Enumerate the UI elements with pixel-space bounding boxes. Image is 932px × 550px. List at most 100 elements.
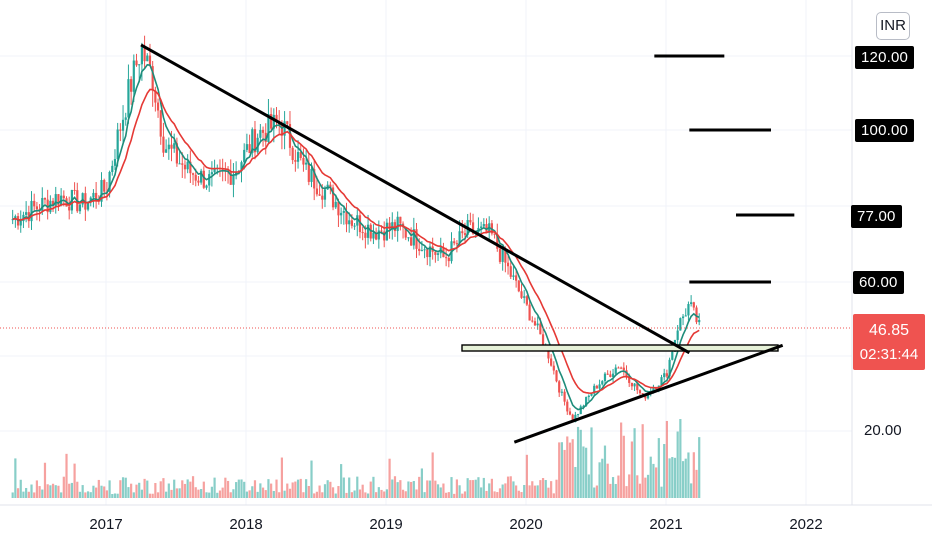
volume-bar — [663, 444, 666, 498]
candle-body — [493, 233, 496, 235]
volume-bar — [488, 483, 491, 498]
volume-bar — [111, 493, 114, 498]
volume-bar — [33, 492, 36, 498]
candle-body — [291, 147, 294, 161]
volume-bar — [78, 491, 82, 498]
volume-bar — [356, 476, 359, 498]
candle-body — [41, 197, 44, 211]
volume-bar — [232, 489, 235, 498]
candle-body — [200, 170, 203, 183]
volume-bar — [181, 480, 184, 498]
candle-body — [315, 188, 318, 195]
volume-bar — [439, 487, 442, 498]
volume-bar — [673, 457, 677, 498]
candle-body — [555, 370, 558, 382]
candle-body — [498, 248, 502, 262]
volume-bar — [515, 485, 518, 498]
candle-body — [19, 221, 22, 226]
price-tag-77: 77.00 — [851, 205, 902, 228]
volume-bar — [162, 478, 165, 498]
volume-bar — [318, 485, 321, 498]
candle-body — [633, 383, 636, 387]
price-tag-100: 100.00 — [855, 119, 915, 142]
volume-bar — [221, 487, 224, 498]
volume-bar — [676, 431, 679, 498]
volume-bar — [471, 480, 475, 498]
candle-body — [663, 373, 666, 378]
candle-body — [611, 373, 615, 377]
candle-body — [377, 230, 380, 240]
candle-body — [208, 174, 211, 186]
volume-bar — [148, 493, 152, 498]
candle-body — [469, 220, 472, 223]
volume-bar — [585, 447, 588, 498]
candle-body — [598, 384, 601, 389]
candle-body — [665, 373, 668, 377]
volume-bar — [159, 481, 162, 498]
candle-body — [130, 79, 133, 92]
candle-body — [404, 227, 407, 238]
volume-bar — [294, 481, 297, 498]
volume-bar — [463, 491, 467, 498]
volume-bar — [167, 483, 170, 498]
volume-bar — [100, 485, 103, 498]
candle-body — [119, 129, 122, 131]
volume-bar — [156, 492, 160, 498]
year-label-2022: 2022 — [789, 516, 823, 533]
year-label-2020: 2020 — [509, 516, 543, 533]
candle-body — [167, 144, 170, 150]
volume-bar — [388, 458, 391, 498]
volume-bar — [11, 492, 14, 498]
volume-bar — [611, 477, 615, 498]
candle-body — [601, 381, 604, 385]
volume-bar — [81, 485, 84, 498]
volume-bar — [89, 492, 92, 498]
candle-body — [520, 291, 523, 298]
candle-body — [350, 220, 353, 226]
volume-bar — [412, 481, 415, 498]
candle-body — [202, 170, 205, 188]
candle-body — [296, 152, 300, 162]
candle-body — [348, 220, 351, 225]
currency-badge[interactable]: INR — [876, 12, 910, 40]
candle-body — [692, 302, 695, 308]
volume-bar — [603, 445, 607, 498]
candle-body — [243, 149, 246, 163]
candle-body — [552, 365, 555, 371]
volume-bar — [103, 486, 106, 498]
volume-bar — [259, 483, 262, 498]
volume-bar — [550, 481, 553, 498]
volume-bar — [426, 480, 429, 498]
candle-body — [92, 192, 95, 198]
volume-bar — [671, 457, 674, 498]
last-price-badge: 46.85 02:31:44 — [853, 314, 925, 370]
volume-bar — [350, 492, 353, 498]
candle-body — [358, 215, 362, 233]
candle-body — [641, 393, 644, 395]
volume-bar — [620, 422, 623, 498]
volume-bar — [119, 480, 122, 498]
candle-body — [143, 47, 146, 62]
candle-body — [361, 232, 364, 234]
volume-bar — [695, 469, 698, 498]
candle-body — [630, 382, 633, 387]
candle-body — [30, 200, 33, 222]
candle-body — [124, 117, 127, 120]
candle-body — [461, 231, 464, 234]
candle-body — [116, 129, 119, 160]
candle-body — [579, 406, 582, 415]
candle-body — [668, 359, 671, 377]
volume-bar — [30, 484, 33, 498]
volume-bar — [431, 452, 434, 498]
candle-body — [428, 246, 432, 258]
candle-body — [288, 123, 292, 148]
candle-body — [609, 374, 612, 377]
volume-bar — [434, 480, 437, 498]
candle-body — [148, 55, 152, 67]
volume-bar — [396, 482, 399, 498]
volume-bar — [698, 437, 701, 498]
volume-bar — [224, 477, 227, 498]
volume-bar — [73, 463, 76, 498]
volume-bar — [366, 493, 370, 498]
